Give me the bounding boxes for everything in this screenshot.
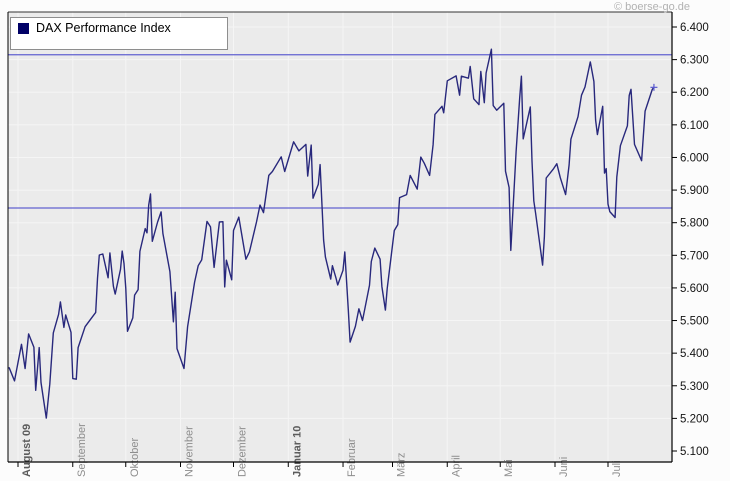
x-tick-label: Dezember bbox=[237, 426, 249, 477]
y-tick-label: 5.200 bbox=[680, 413, 709, 425]
watermark: © boerse-go.de bbox=[614, 1, 690, 13]
y-tick-label: 5.600 bbox=[680, 283, 709, 295]
x-tick-label: Oktober bbox=[129, 438, 141, 477]
legend-label: DAX Performance Index bbox=[36, 21, 171, 35]
x-tick-label: Januar 10 bbox=[291, 426, 303, 477]
x-tick-label: April bbox=[450, 455, 462, 477]
y-tick-label: 6.200 bbox=[680, 87, 709, 99]
legend-box: DAX Performance Index bbox=[10, 17, 228, 50]
y-tick-label: 5.500 bbox=[680, 316, 709, 328]
y-tick-label: 5.300 bbox=[680, 381, 709, 393]
y-tick-label: 6.400 bbox=[680, 22, 709, 34]
x-tick-label: Mai bbox=[503, 459, 515, 477]
x-tick-label: Februar bbox=[346, 438, 358, 477]
legend-swatch-icon bbox=[18, 23, 29, 34]
y-tick-label: 5.100 bbox=[680, 446, 709, 458]
y-tick-label: 5.900 bbox=[680, 185, 709, 197]
plot-area bbox=[8, 12, 672, 462]
y-tick-label: 5.700 bbox=[680, 250, 709, 262]
y-tick-label: 5.400 bbox=[680, 348, 709, 360]
x-tick-label: März bbox=[395, 453, 407, 477]
y-tick-label: 6.300 bbox=[680, 55, 709, 67]
x-tick-label: Juli bbox=[611, 460, 623, 477]
y-tick-label: 5.800 bbox=[680, 218, 709, 230]
x-tick-label: September bbox=[76, 423, 88, 477]
price-line bbox=[8, 48, 655, 419]
x-tick-label: Juni bbox=[558, 457, 570, 477]
y-tick-label: 6.100 bbox=[680, 120, 709, 132]
y-tick-label: 6.000 bbox=[680, 152, 709, 164]
x-tick-label: August 09 bbox=[21, 424, 33, 477]
x-tick-label: November bbox=[184, 426, 196, 477]
